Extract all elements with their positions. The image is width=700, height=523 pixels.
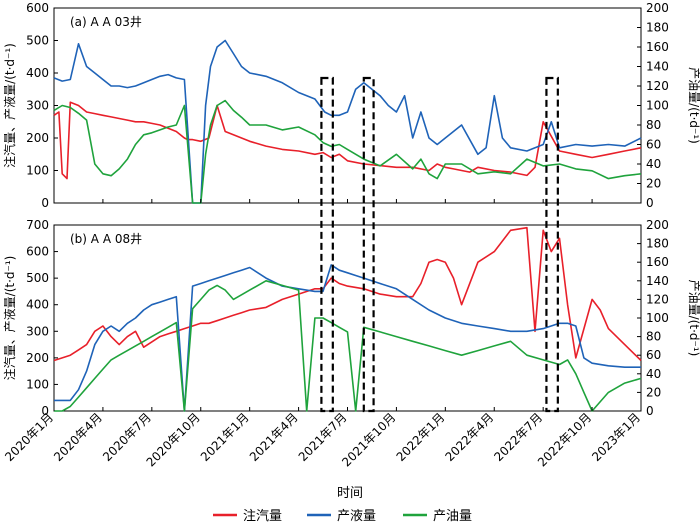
panel-label: (a) A A 03井 [70,15,142,29]
y-tick-label-left: 600 [26,245,49,259]
y-tick-label-right: 160 [646,40,669,54]
legend-label: 产油量 [433,509,472,523]
y-tick-label-right: 120 [646,292,669,306]
dashed-highlight-box [320,76,334,413]
y-tick-label-right: 40 [646,367,661,381]
series-line-注汽量 [53,226,642,362]
y-tick-label-left: 0 [41,404,49,418]
plot-frame-b [53,224,642,412]
y-tick-label-right: 0 [646,196,654,210]
y-tick-label-right: 140 [646,274,669,288]
y-tick-label-left: 700 [26,218,49,232]
dashed-highlight-box [545,76,559,413]
y-tick-label-left: 500 [26,271,49,285]
y-tick-label-right: 40 [646,157,661,171]
x-tick-label: 2021年1月 [198,410,252,464]
series-line-产液量 [53,39,642,204]
y-tick-label-right: 100 [646,99,669,113]
y-tick-label-right: 0 [646,404,654,418]
y-tick-label-right: 160 [646,255,669,269]
y-tick-label-left: 400 [26,66,49,80]
y-tick-label-left: 100 [26,164,49,178]
y-tick-label-left: 600 [26,1,49,15]
y-tick-label-right: 200 [646,1,669,15]
legend: 注汽量 产液量 产油量 [213,509,472,523]
x-tick-label: 2023年1月 [589,410,643,464]
y-tick-label-right: 20 [646,385,661,399]
series-line-产油量 [53,99,642,204]
y-tick-label-right: 100 [646,311,669,325]
series-line-注汽量 [53,101,642,180]
y-tick-label-left: 300 [26,324,49,338]
y-tick-label-right: 80 [646,330,661,344]
x-tick-label: 2020年1月 [2,410,56,464]
y-tick-label-right: 120 [646,79,669,93]
y-tick-label-left: 400 [26,298,49,312]
y-tick-label-right: 140 [646,60,669,74]
y-tick-label-left: 200 [26,131,49,145]
series-line-产油量 [54,279,642,412]
y-tick-label-right: 60 [646,138,661,152]
y-tick-label-left: 500 [26,34,49,48]
y-axis-title-left: 注汽量、产液量/(t·d⁻¹) [2,43,17,168]
x-tick-label: 2020年4月 [51,410,105,464]
panel-label: (b) A A 08井 [70,232,142,246]
legend-label: 产液量 [337,509,376,523]
y-tick-label-left: 100 [26,377,49,391]
plot-frame-a [53,7,642,204]
y-tick-label-right: 80 [646,118,661,132]
y-tick-label-right: 180 [646,21,669,35]
y-axis-title-right: 产油量/(t·d⁻¹) [687,67,700,144]
x-tick-label: 2022年4月 [442,410,496,464]
x-axis-title: 时间 [337,486,363,501]
highlight-boxes [320,76,559,413]
panel-b: 0 100 200 300 400 500 600 700 0 20 40 60 80 100 120 140… [2,218,700,418]
x-tick-label: 2022年1月 [394,410,448,464]
y-axis-title-right: 产油量/(t·d⁻¹) [687,280,700,357]
legend-label: 注汽量 [243,509,282,523]
y-tick-label-left: 0 [41,196,49,210]
panel-a: 0 100 200 300 400 500 600 0 20 40 60 80 100 120 140 160… [2,1,700,210]
y-axis-title-left: 注汽量、产液量/(t·d⁻¹) [2,256,17,381]
x-tick-label: 2021年4月 [247,410,301,464]
y-tick-label-left: 300 [26,99,49,113]
y-tick-label-right: 60 [646,348,661,362]
y-tick-label-right: 180 [646,237,669,251]
y-tick-label-right: 200 [646,218,669,232]
y-tick-label-right: 20 [646,177,661,191]
dashed-highlight-box [362,76,375,413]
y-tick-label-left: 200 [26,351,49,365]
